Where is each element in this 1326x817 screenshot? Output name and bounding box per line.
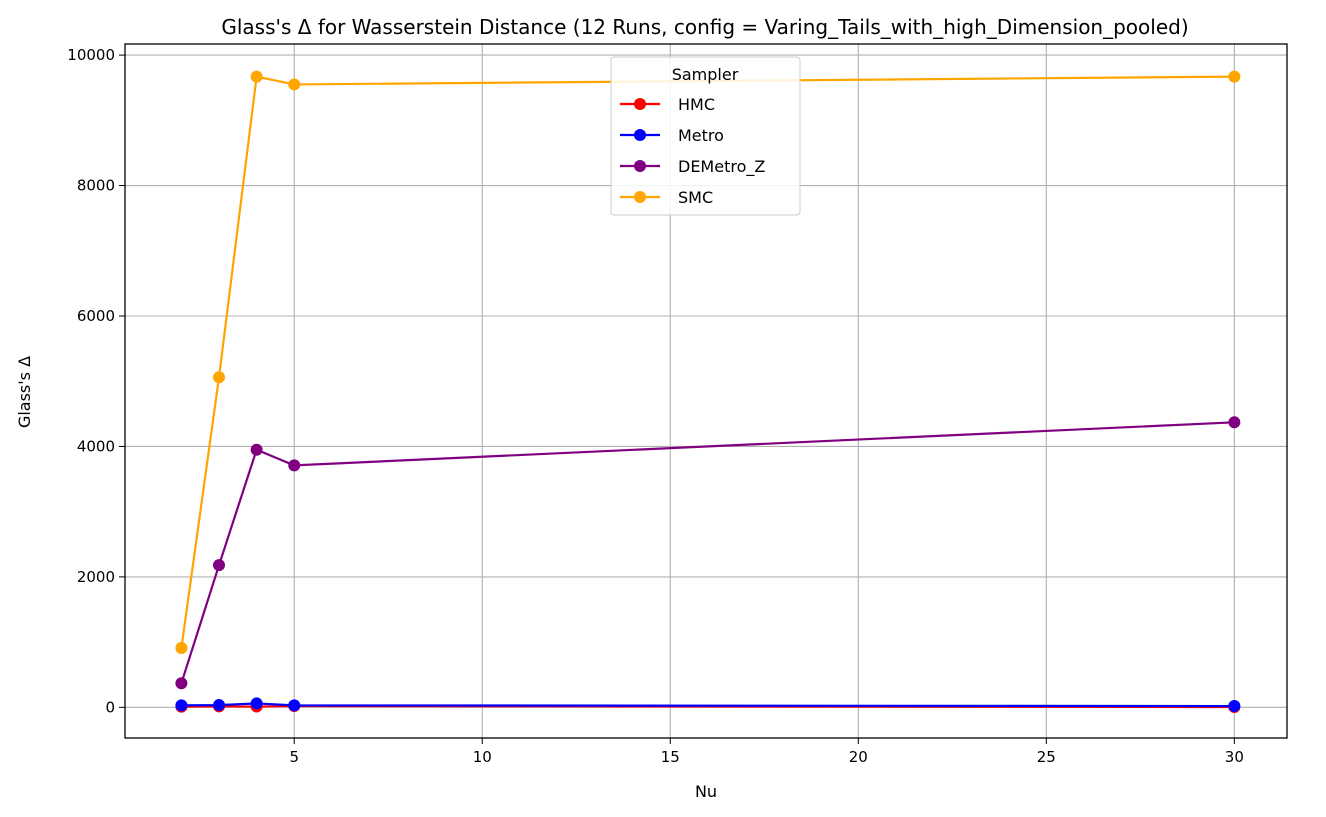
- x-tick-label: 25: [1037, 748, 1056, 766]
- y-tick-label: 6000: [77, 307, 115, 325]
- x-axis: 5 10 15 20 25 30: [289, 738, 1244, 766]
- data-point: [213, 371, 226, 384]
- series-line: [181, 702, 1235, 708]
- legend-item: SMC: [620, 188, 713, 207]
- x-tick-label: 15: [661, 748, 680, 766]
- x-tick-label: 30: [1225, 748, 1244, 766]
- data-point: [250, 443, 263, 456]
- y-axis: 0 2000 4000 6000 8000 10000: [67, 46, 125, 716]
- y-tick-label: 4000: [77, 437, 115, 455]
- legend-marker: [634, 191, 646, 203]
- data-point: [213, 559, 226, 572]
- data-point: [1228, 700, 1241, 713]
- series-metro: [175, 697, 1241, 713]
- data-point: [288, 78, 301, 91]
- data-point: [288, 459, 301, 472]
- legend-label: Metro: [678, 126, 724, 145]
- legend-item: HMC: [620, 95, 715, 114]
- series-group: [175, 70, 1241, 714]
- legend-items: HMC Metro DEMetro_Z SMC: [620, 95, 765, 207]
- legend-item: DEMetro_Z: [620, 157, 765, 177]
- x-tick-label: 10: [473, 748, 492, 766]
- legend-label: HMC: [678, 95, 715, 114]
- y-tick-label: 8000: [77, 177, 115, 195]
- y-tick-label: 10000: [67, 46, 115, 64]
- y-tick-label: 0: [105, 698, 115, 716]
- chart-title: Glass's Δ for Wasserstein Distance (12 R…: [221, 15, 1188, 39]
- data-point: [250, 697, 263, 710]
- data-point: [175, 677, 188, 690]
- x-axis-label: Nu: [695, 782, 717, 801]
- legend-label: DEMetro_Z: [678, 157, 765, 177]
- legend-marker: [634, 98, 646, 110]
- series-smc: [175, 70, 1241, 654]
- data-point: [1228, 416, 1241, 429]
- data-point: [175, 699, 188, 712]
- data-point: [1228, 70, 1241, 83]
- legend: Sampler HMC Metro DEMetro_Z SMC: [610, 56, 801, 216]
- x-tick-label: 20: [849, 748, 868, 766]
- data-point: [213, 699, 226, 712]
- data-point: [250, 70, 263, 83]
- legend-marker: [634, 160, 646, 172]
- y-axis-label: Glass's Δ: [15, 356, 34, 428]
- plot-frame: [124, 43, 1288, 739]
- series-line: [180, 421, 1235, 684]
- data-point: [175, 641, 188, 654]
- y-tick-label: 2000: [77, 568, 115, 586]
- legend-title: Sampler: [672, 65, 739, 84]
- legend-label: SMC: [678, 188, 713, 207]
- legend-item: Metro: [620, 126, 724, 145]
- x-tick-label: 5: [289, 748, 299, 766]
- data-point: [288, 699, 301, 712]
- legend-box: [610, 56, 801, 216]
- legend-marker: [634, 129, 646, 141]
- series-demetro-z: [175, 416, 1241, 690]
